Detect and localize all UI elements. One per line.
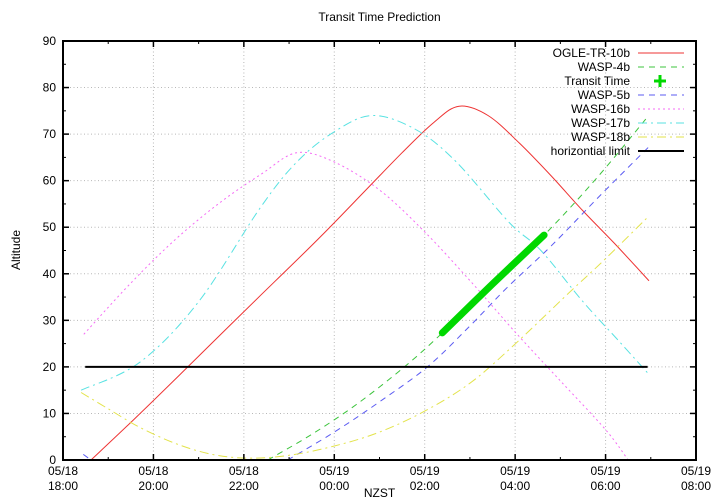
x-tick-date: 05/19 bbox=[591, 464, 621, 478]
x-tick-date: 05/19 bbox=[681, 464, 711, 478]
legend-label: WASP-16b bbox=[571, 102, 630, 116]
series-wasp-4b bbox=[267, 116, 648, 461]
series-wasp-18b bbox=[80, 215, 650, 459]
y-tick-label: 80 bbox=[43, 81, 57, 95]
legend-label: WASP-5b bbox=[578, 88, 631, 102]
y-tick-label: 30 bbox=[43, 313, 57, 327]
series-ogle-tr-10b bbox=[90, 105, 650, 461]
x-tick-date: 05/19 bbox=[319, 464, 349, 478]
legend-label: WASP-4b bbox=[578, 60, 631, 74]
x-tick-date: 05/18 bbox=[138, 464, 168, 478]
x-tick-date: 05/19 bbox=[500, 464, 530, 478]
series-transit-time bbox=[438, 231, 548, 337]
y-tick-label: 50 bbox=[43, 220, 57, 234]
x-tick-time: 22:00 bbox=[229, 479, 259, 493]
y-tick-label: 60 bbox=[43, 174, 57, 188]
x-tick-time: 20:00 bbox=[138, 479, 168, 493]
legend-label: WASP-18b bbox=[571, 130, 630, 144]
y-tick-label: 20 bbox=[43, 360, 57, 374]
x-axis-label: NZST bbox=[363, 486, 396, 500]
x-tick-date: 05/18 bbox=[229, 464, 259, 478]
legend-label: Transit Time bbox=[564, 74, 630, 88]
x-tick-time: 08:00 bbox=[681, 479, 711, 493]
x-tick-time: 02:00 bbox=[410, 479, 440, 493]
x-tick-time: 18:00 bbox=[48, 479, 78, 493]
y-tick-label: 40 bbox=[43, 267, 57, 281]
legend-label: WASP-17b bbox=[571, 116, 630, 130]
x-tick-time: 06:00 bbox=[591, 479, 621, 493]
chart-title: Transit Time Prediction bbox=[318, 10, 441, 24]
x-tick-date: 05/19 bbox=[410, 464, 440, 478]
x-tick-time: 04:00 bbox=[500, 479, 530, 493]
series-wasp-16b bbox=[83, 151, 629, 461]
x-tick-time: 00:00 bbox=[319, 479, 349, 493]
y-tick-label: 70 bbox=[43, 127, 57, 141]
y-tick-label: 90 bbox=[43, 34, 57, 48]
legend-label: OGLE-TR-10b bbox=[553, 46, 631, 60]
x-tick-date: 05/18 bbox=[48, 464, 78, 478]
legend-label: horizontial limit bbox=[551, 144, 631, 158]
series-wasp-5b bbox=[83, 453, 92, 461]
y-tick-label: 0 bbox=[49, 453, 56, 467]
y-tick-label: 10 bbox=[43, 406, 57, 420]
series-wasp-5b bbox=[287, 145, 651, 461]
series-wasp-17b bbox=[80, 114, 648, 391]
